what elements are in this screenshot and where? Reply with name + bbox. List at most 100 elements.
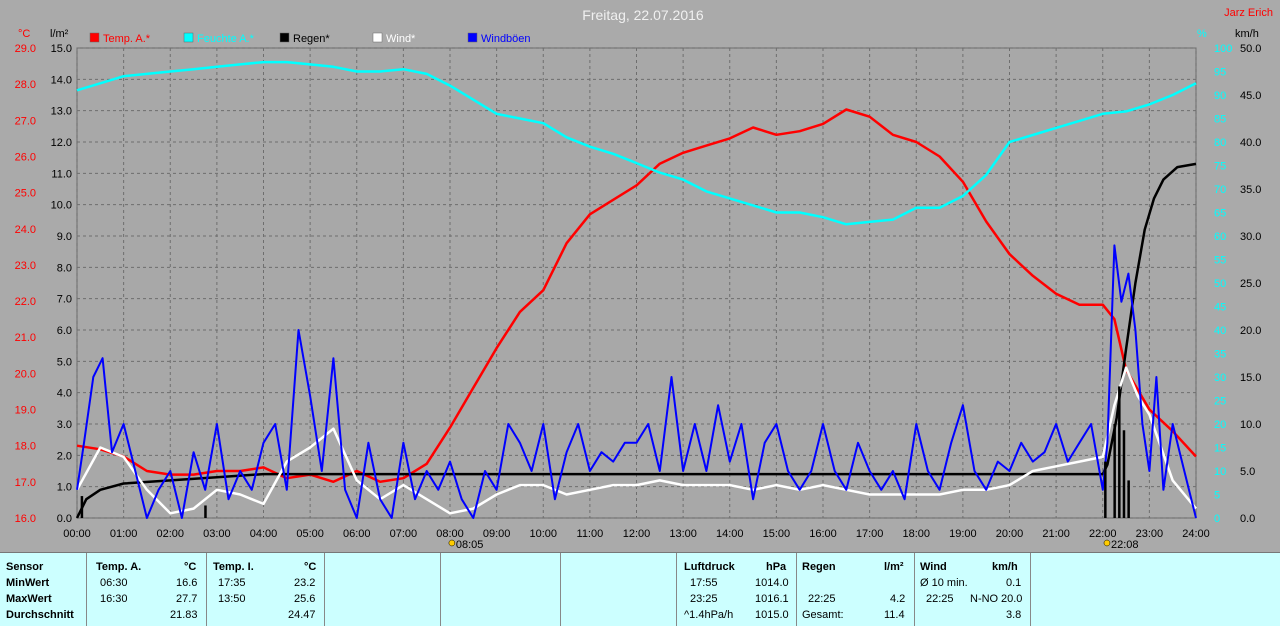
temp-tick-label: 21.0 <box>15 332 36 344</box>
humidity-tick-label: 50 <box>1214 278 1226 290</box>
x-tick-label: 07:00 <box>390 528 418 540</box>
humidity-tick-label: 45 <box>1214 302 1226 314</box>
sun-time-label: 08:05 <box>456 539 484 551</box>
humidity-tick-label: 55 <box>1214 255 1226 267</box>
rain-tick-label: 4.0 <box>57 388 72 400</box>
sun-icon <box>448 539 456 547</box>
x-tick-label: 14:00 <box>716 528 744 540</box>
x-tick-label: 09:00 <box>483 528 511 540</box>
x-tick-label: 17:00 <box>856 528 884 540</box>
x-tick-label: 19:00 <box>949 528 977 540</box>
rain-unit: l/m² <box>884 561 904 573</box>
wind-tick-label: 10.0 <box>1240 419 1261 431</box>
temp-a-max-time: 16:30 <box>100 593 128 605</box>
humidity-tick-label: 75 <box>1214 161 1226 173</box>
wind-max-time: 22:25 <box>926 593 954 605</box>
x-tick-label: 24:00 <box>1182 528 1210 540</box>
x-tick-label: 10:00 <box>529 528 557 540</box>
weather-chart: Freitag, 22.07.2016 Jarz Erich °C l/m² %… <box>15 7 1273 551</box>
rain-tick-label: 15.0 <box>51 43 72 55</box>
rain-bar <box>1104 461 1107 518</box>
rain-total-label: Gesamt: <box>802 609 844 621</box>
temp-i-unit: °C <box>304 561 317 573</box>
legend-label: Temp. A.* <box>103 33 151 45</box>
wind-tick-label: 30.0 <box>1240 231 1261 243</box>
rain-bar <box>1113 424 1116 518</box>
humidity-tick-label: 10 <box>1214 466 1226 478</box>
x-tick-label: 22:00 <box>1089 528 1117 540</box>
wind-tick-label: 20.0 <box>1240 325 1261 337</box>
legend-swatch <box>372 32 383 43</box>
temp-tick-label: 26.0 <box>15 151 36 163</box>
series-line <box>76 244 1197 519</box>
pressure-min-time: 17:55 <box>690 577 718 589</box>
temp-tick-label: 23.0 <box>15 260 36 272</box>
unit-rain: l/m² <box>50 28 69 40</box>
rain-val: 4.2 <box>890 593 906 605</box>
temp-i-max-time: 13:50 <box>218 593 246 605</box>
pressure-header: Luftdruck <box>684 561 735 573</box>
humidity-tick-label: 100 <box>1214 43 1232 55</box>
rain-time: 22:25 <box>808 593 836 605</box>
temp-a-avg: 21.83 <box>170 609 198 621</box>
rain-tick-label: 1.0 <box>57 482 72 494</box>
rain-header: Regen <box>802 561 836 573</box>
rain-tick-label: 2.0 <box>57 450 72 462</box>
wind-tick-label: 5.0 <box>1240 466 1255 478</box>
unit-wind: km/h <box>1235 28 1259 40</box>
x-tick-label: 13:00 <box>669 528 697 540</box>
stats-panel: Sensor MinWert MaxWert Durchschnitt Temp… <box>0 552 1280 626</box>
x-tick-label: 21:00 <box>1042 528 1070 540</box>
x-tick-label: 06:00 <box>343 528 371 540</box>
rain-bar <box>1122 430 1126 518</box>
wind-max-dir: N-NO <box>970 593 999 605</box>
rain-total-val: 11.4 <box>884 609 905 621</box>
temp-tick-label: 19.0 <box>15 405 36 417</box>
wind-max-val: 20.0 <box>1001 593 1023 605</box>
humidity-tick-label: 0 <box>1214 513 1220 525</box>
wind-tick-label: 40.0 <box>1240 137 1261 149</box>
x-tick-label: 05:00 <box>296 528 324 540</box>
humidity-tick-label: 25 <box>1214 396 1226 408</box>
temp-i-header: Temp. I. <box>213 561 254 573</box>
row-max: MaxWert <box>6 593 52 605</box>
wind-avg-val: 3.8 <box>1006 609 1022 621</box>
wind-avg10-label: Ø 10 min. <box>920 577 968 589</box>
wind-header: Wind <box>920 561 947 573</box>
wind-tick-label: 50.0 <box>1240 43 1261 55</box>
temp-a-min-time: 06:30 <box>100 577 128 589</box>
pressure-unit: hPa <box>766 561 787 573</box>
author-label: Jarz Erich <box>1224 7 1273 19</box>
temp-tick-label: 17.0 <box>15 477 36 489</box>
wind-avg10-val: 0.1 <box>1006 577 1022 589</box>
humidity-tick-label: 80 <box>1214 137 1226 149</box>
pressure-trend-val: 1015.0 <box>755 609 789 621</box>
legend-label: Feuchte A.* <box>197 33 255 45</box>
humidity-tick-label: 60 <box>1214 231 1226 243</box>
rain-bar <box>1127 480 1130 518</box>
wind-tick-label: 45.0 <box>1240 90 1261 102</box>
sun-markers: 08:05 22:08 <box>448 539 1138 551</box>
rain-tick-label: 13.0 <box>51 106 72 118</box>
rain-tick-label: 6.0 <box>57 325 72 337</box>
x-tick-label: 18:00 <box>902 528 930 540</box>
axis-ticks: 29.0 28.0 27.0 26.0 25.0 24.0 23.0 22.0 21.0 20.0… <box>15 43 1262 540</box>
x-tick-label: 23:00 <box>1136 528 1164 540</box>
temp-i-min-val: 23.2 <box>294 577 316 589</box>
x-tick-label: 03:00 <box>203 528 231 540</box>
x-tick-label: 00:00 <box>63 528 91 540</box>
wind-tick-label: 0.0 <box>1240 513 1255 525</box>
temp-a-unit: °C <box>184 561 197 573</box>
row-min: MinWert <box>6 577 50 589</box>
temp-tick-label: 29.0 <box>15 43 36 55</box>
legend-swatch <box>183 32 194 43</box>
rain-tick-label: 8.0 <box>57 262 72 274</box>
x-tick-label: 12:00 <box>623 528 651 540</box>
humidity-tick-label: 30 <box>1214 372 1226 384</box>
temp-tick-label: 18.0 <box>15 441 36 453</box>
unit-temp: °C <box>18 28 30 40</box>
rain-tick-label: 14.0 <box>51 74 72 86</box>
x-tick-label: 02:00 <box>156 528 184 540</box>
series-line <box>76 60 1197 226</box>
humidity-tick-label: 40 <box>1214 325 1226 337</box>
